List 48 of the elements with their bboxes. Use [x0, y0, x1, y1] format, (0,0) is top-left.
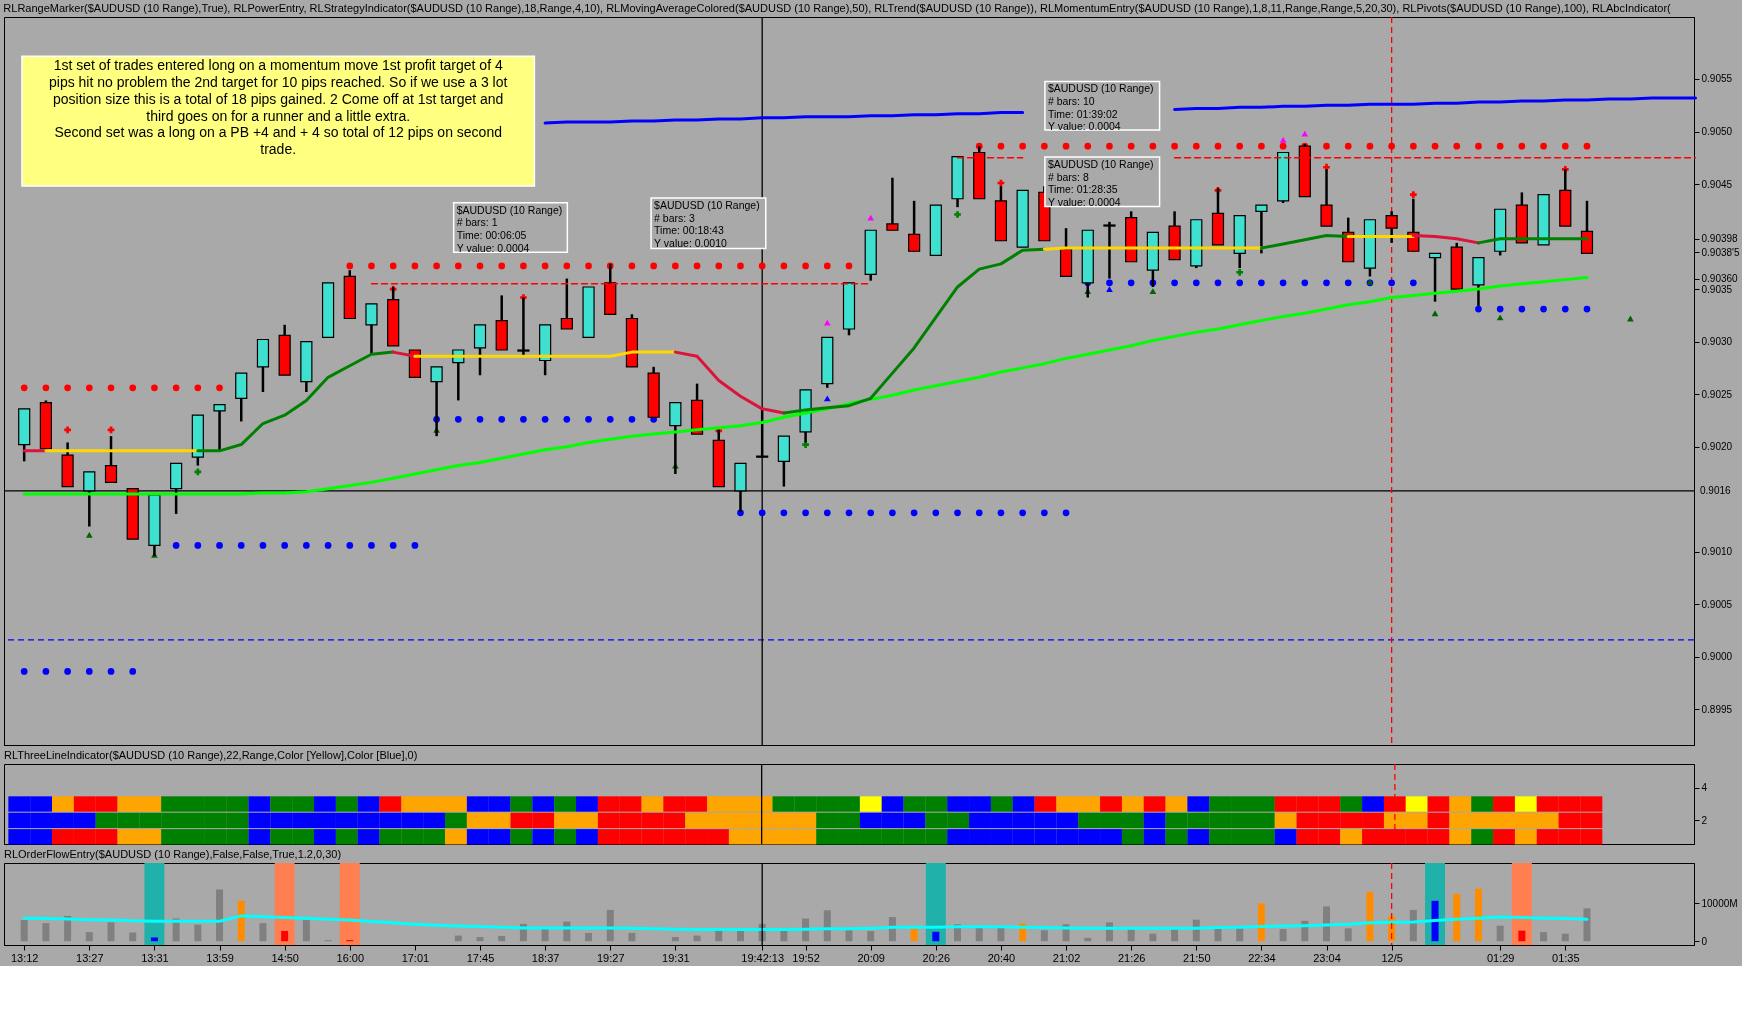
x-tick-label: 12/5 [1381, 951, 1403, 964]
y-tick-label: 0.9005 [1701, 598, 1733, 610]
x-tick-label: 19:27 [596, 951, 625, 964]
chart-title: RLOrderFlowEntry($AUDUSD (10 Range),False,False,True,1.2,0,30) [4, 848, 342, 861]
x-tick-label: 17:45 [466, 951, 495, 964]
x-tick-label: 17:01 [401, 951, 430, 964]
ref-line-label: 0.9016 [1700, 484, 1732, 496]
y-tick-label: 4 [1701, 782, 1708, 794]
annotation: 1st set of trades entered long on a momentum move 1st profit target of 4 pips hit no problem the 2nd target for 10 pips reached. So if we use a 3 lot position size this is a total of 18 pips gained. 2 Come off at 1st target and third goes on for a runner and a little extra. Second set was a long on a PB +4 and + 4 so total of 12 pips on second trade. [48, 57, 508, 158]
y-tick-label: 0.9025 [1701, 388, 1733, 400]
y-tick-label: 0.90360 [1701, 273, 1739, 285]
x-tick-label: 01:29 [1486, 951, 1515, 964]
y-tick-label: 0.9000 [1701, 651, 1733, 663]
x-tick-label: 19:31 [662, 951, 690, 964]
x-tick-label: 13:12 [10, 951, 39, 964]
y-tick-label: 10000M [1701, 897, 1738, 909]
x-tick-label: 13:31 [141, 951, 169, 964]
x-tick-label: 19:42:13 [741, 951, 785, 964]
x-tick-label: 20:40 [987, 951, 1016, 964]
y-tick-label: 0.8995 [1701, 703, 1733, 715]
y-tick-label: 0.9055 [1701, 73, 1733, 85]
y-tick-label: 0.9030 [1701, 336, 1733, 348]
x-tick-label: 19:52 [792, 951, 820, 964]
x-tick-label: 21:26 [1117, 951, 1146, 964]
x-tick-label: 13:27 [76, 951, 104, 964]
x-tick-label: 01:35 [1552, 951, 1580, 964]
x-tick-label: 20:26 [922, 951, 951, 964]
x-tick-label: 16:00 [336, 951, 365, 964]
annotation: $AUDUSD (10 Range) # bars: 10 Time: 01:39:02 Y value: 0.0004 [1047, 82, 1154, 133]
y-tick-label: 2 [1701, 814, 1708, 826]
y-tick-label: 0.90398 [1701, 233, 1739, 245]
x-tick-label: 14:50 [271, 951, 299, 964]
y-tick-label: 0.9020 [1701, 441, 1733, 453]
x-tick-label: 23:04 [1313, 951, 1341, 964]
x-tick-label: 20:09 [857, 951, 885, 964]
y-tick-label: 0.9045 [1701, 178, 1733, 190]
y-tick-label: 0.9010 [1701, 546, 1733, 558]
y-tick-label: 0.9050 [1701, 126, 1733, 138]
chart-title: RLRangeMarker($AUDUSD (10 Range),True), RLPowerEntry, RLStrategyIndicator($AUDUSD (10 Range),18,Range,4,10), RLMovingAverageColored($AUDUSD (10 Range),50), RLTrend($AUDUSD (10 Range)), RLMomentumEntry($AUDUSD (10 Range),1,8,11,Range,Range,5,20,30), RLPivots($AUDUSD (10 Range),100), RLAbcIndicator( [3, 2, 1672, 15]
x-tick-label: 21:50 [1183, 951, 1211, 964]
x-tick-label: 21:02 [1052, 951, 1081, 964]
y-tick-label: 0.9035 [1701, 283, 1733, 295]
x-tick-label: 13:59 [206, 951, 234, 964]
chart-title: RLThreeLineIndicator($AUDUSD (10 Range),22,Range,Color [Yellow],Color [Blue],0) [4, 749, 418, 762]
y-tick-label: 0.9038'5 [1701, 246, 1740, 258]
x-tick-label: 22:34 [1248, 951, 1276, 964]
y-tick-label: 0 [1701, 935, 1708, 947]
x-tick-label: 18:37 [531, 951, 560, 964]
